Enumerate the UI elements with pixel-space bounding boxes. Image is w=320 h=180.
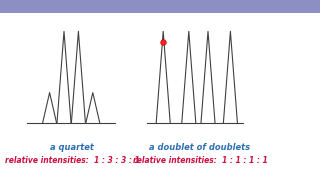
Text: a quartet: a quartet: [50, 143, 94, 152]
Text: relative intensities:  1 : 1 : 1 : 1: relative intensities: 1 : 1 : 1 : 1: [132, 156, 268, 165]
Text: relative intensities:  1 : 3 : 3 : 1: relative intensities: 1 : 3 : 3 : 1: [4, 156, 140, 165]
Text: a doublet of doublets: a doublet of doublets: [149, 143, 251, 152]
